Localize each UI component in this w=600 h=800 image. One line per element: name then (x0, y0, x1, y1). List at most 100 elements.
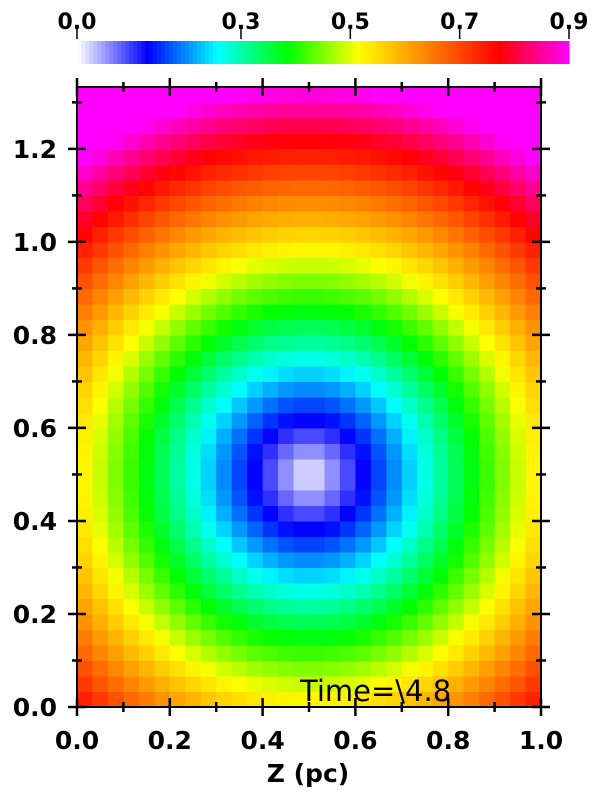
heatmap-cell (309, 335, 325, 351)
heatmap-cell (169, 381, 186, 398)
heatmap-cell (309, 428, 325, 444)
heatmap-cell (293, 195, 310, 212)
heatmap-cell (169, 366, 186, 382)
heatmap-cell (216, 180, 233, 196)
heatmap-cell (169, 598, 186, 615)
heatmap-cell (138, 118, 155, 134)
heatmap-cell (432, 428, 449, 444)
heatmap-cell (370, 660, 387, 677)
heatmap-cell (231, 164, 248, 181)
heatmap-cell (247, 490, 264, 506)
heatmap-cell (123, 614, 140, 630)
heatmap-cell (92, 242, 109, 258)
heatmap-cell (247, 211, 264, 227)
heatmap-cell (432, 645, 449, 661)
heatmap-cell (355, 536, 372, 553)
heatmap-cell (324, 505, 341, 522)
heatmap-cell (432, 614, 449, 630)
colorbar-segment (317, 41, 322, 64)
heatmap-cell (370, 474, 387, 491)
heatmap-cell (216, 645, 233, 661)
heatmap-cell (92, 288, 109, 305)
x-tick-label: 0.8 (426, 726, 470, 755)
heatmap-cell (138, 273, 155, 289)
heatmap-cell (262, 660, 279, 677)
heatmap-cell (169, 505, 186, 522)
heatmap-cell (401, 211, 418, 227)
heatmap-cell (479, 567, 496, 584)
heatmap-cell (309, 459, 325, 475)
heatmap-cell (401, 242, 418, 258)
heatmap-cell (293, 164, 310, 181)
colorbar-segment (429, 41, 434, 64)
heatmap-cell (77, 567, 93, 584)
heatmap-cell (107, 505, 124, 522)
heatmap-cell (185, 288, 202, 305)
heatmap-cell (417, 567, 434, 584)
heatmap-cell (386, 211, 403, 227)
heatmap-cell (494, 629, 511, 646)
heatmap-cell (309, 583, 325, 599)
heatmap-cell (92, 614, 109, 630)
heatmap-cell (494, 257, 511, 274)
heatmap-cell (401, 164, 418, 181)
heatmap-cell (324, 474, 341, 491)
heatmap-cell (154, 149, 171, 165)
heatmap-cell (154, 459, 171, 475)
heatmap-cell (169, 118, 186, 134)
heatmap-cell (107, 304, 124, 320)
heatmap-cell (293, 87, 310, 103)
heatmap-cell (309, 102, 325, 119)
heatmap-cell (494, 350, 511, 367)
heatmap-cell (293, 552, 310, 568)
heatmap-cell (77, 366, 93, 382)
heatmap-cell (401, 645, 418, 661)
heatmap-cell (169, 428, 186, 444)
heatmap-cell (401, 226, 418, 243)
colorbar-segment (269, 41, 274, 64)
heatmap-cell (77, 133, 93, 150)
colorbar-segment (201, 41, 206, 64)
heatmap-cell (138, 412, 155, 429)
heatmap-cell (510, 133, 527, 150)
heatmap-cell (169, 676, 186, 692)
heatmap-cell (417, 629, 434, 646)
heatmap-cell (200, 288, 217, 305)
heatmap-cell (138, 102, 155, 119)
heatmap-cell (309, 87, 325, 103)
heatmap-cell (200, 660, 217, 677)
heatmap-cell (309, 149, 325, 165)
heatmap-cell (525, 474, 542, 491)
heatmap-cell (185, 443, 202, 460)
colorbar-segment (193, 41, 198, 64)
heatmap-cell (262, 567, 279, 584)
heatmap-cell (293, 366, 310, 382)
heatmap-cell (231, 180, 248, 196)
heatmap-cell (448, 273, 465, 289)
heatmap-cell (154, 614, 171, 630)
heatmap-cell (200, 629, 217, 646)
heatmap-cell (463, 443, 480, 460)
heatmap-cell (169, 180, 186, 196)
heatmap-cell (278, 319, 295, 336)
colorbar-segment (189, 41, 194, 64)
heatmap-cell (278, 598, 295, 615)
heatmap-cell (479, 133, 496, 150)
heatmap-cell (355, 211, 372, 227)
heatmap-cell (510, 366, 527, 382)
heatmap-cell (123, 412, 140, 429)
heatmap-cell (138, 195, 155, 212)
heatmap-cell (247, 335, 264, 351)
heatmap-cell (432, 149, 449, 165)
heatmap-cell (107, 350, 124, 367)
heatmap-cell (370, 288, 387, 305)
heatmap-cell (494, 242, 511, 258)
colorbar-segment (473, 41, 478, 64)
heatmap-cell (370, 164, 387, 181)
heatmap-cell (448, 87, 465, 103)
heatmap-cell (417, 133, 434, 150)
heatmap-cell (510, 598, 527, 615)
heatmap-cell (309, 164, 325, 181)
heatmap-cell (154, 366, 171, 382)
heatmap-cell (339, 288, 356, 305)
